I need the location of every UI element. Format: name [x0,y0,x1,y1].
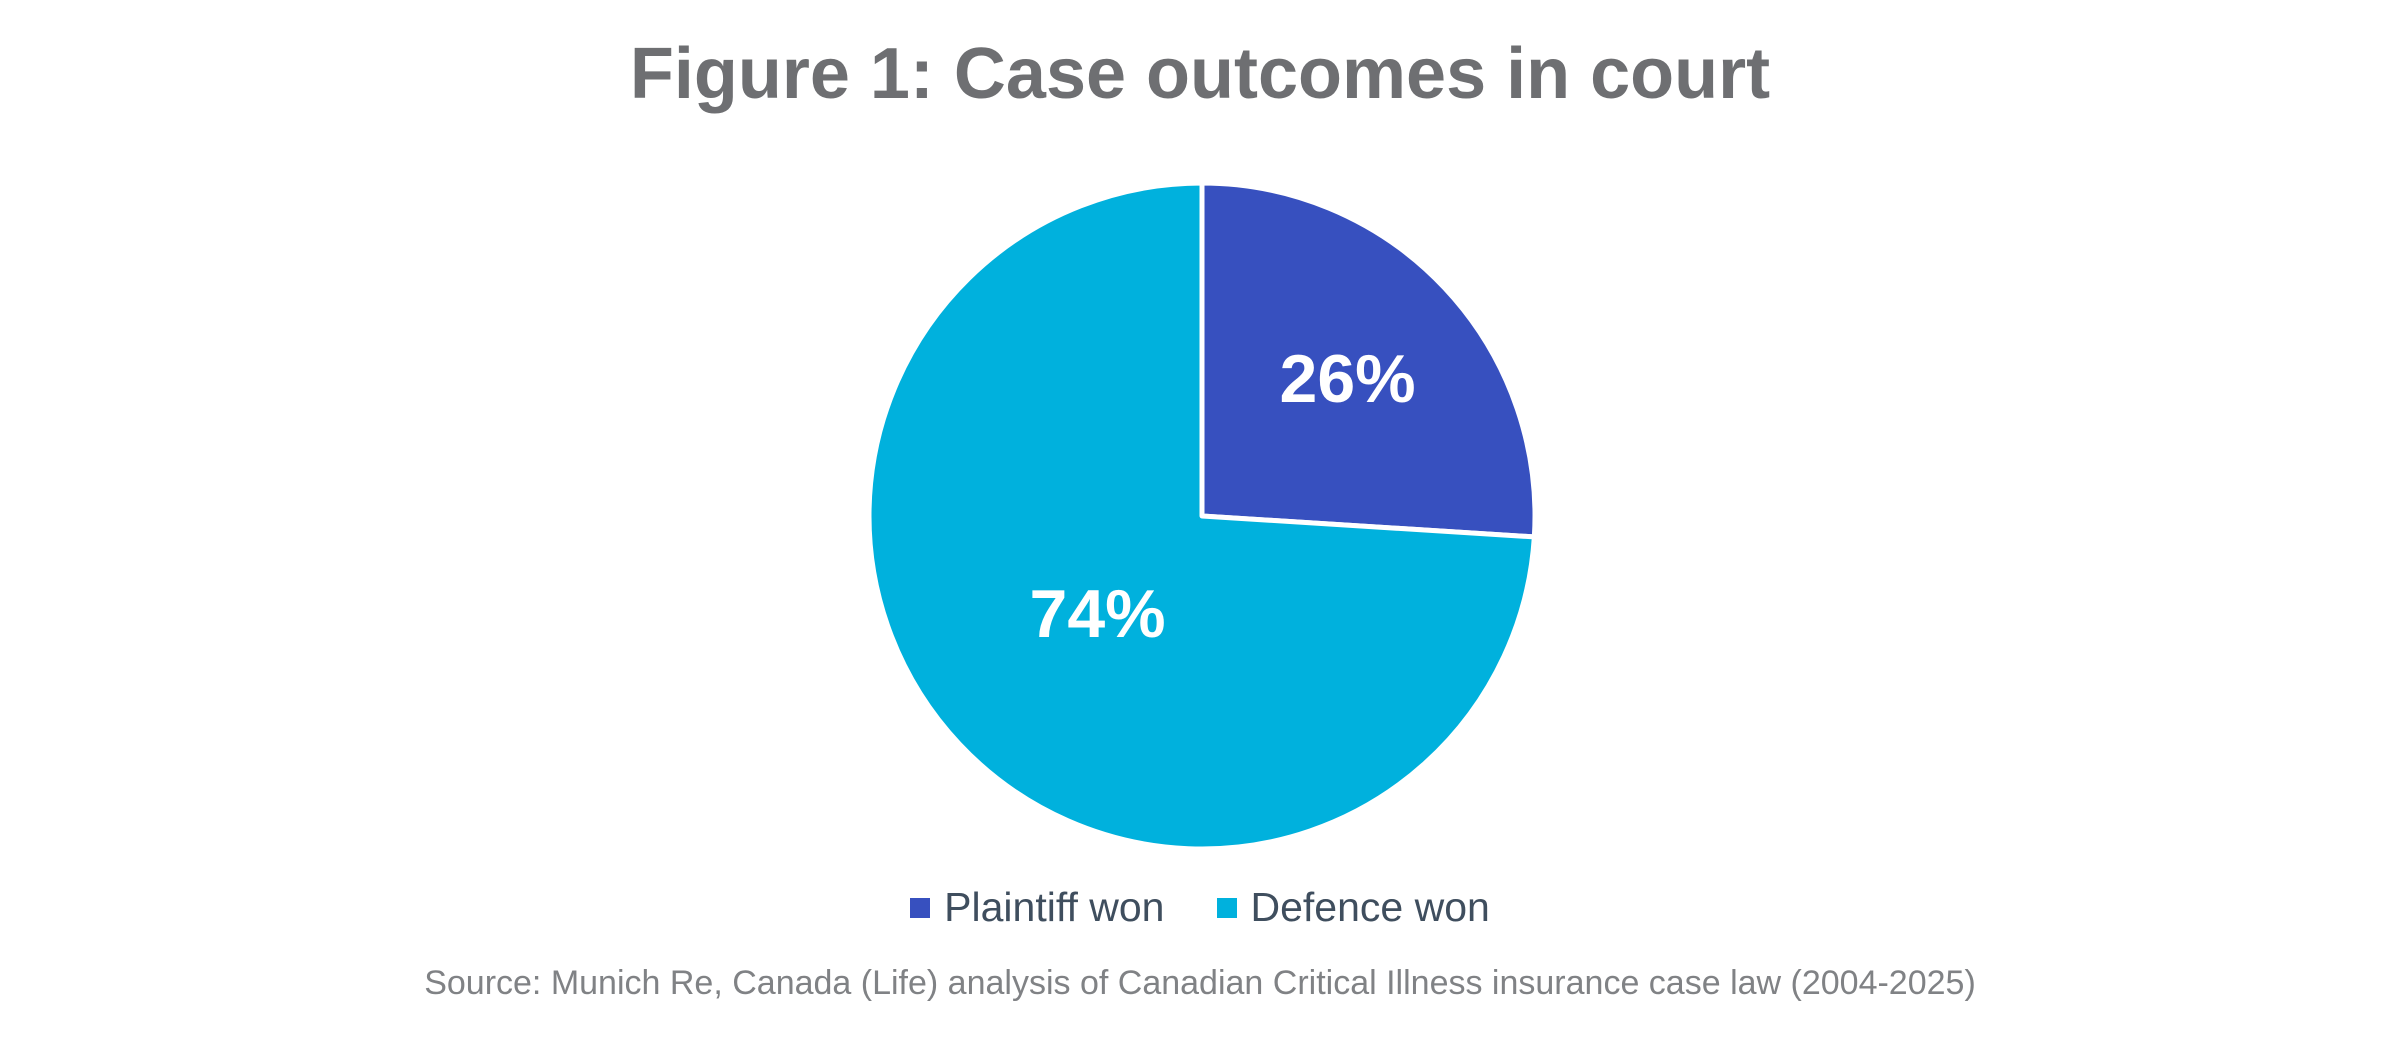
legend-label-plaintiff-won: Plaintiff won [944,884,1165,930]
pie-chart-svg: 26% 74% [866,180,1538,852]
slice-label-defence-won: 74% [1030,576,1166,652]
legend-marker-defence-won [1216,897,1237,918]
legend-marker-plaintiff-won [910,897,931,918]
source-note: Source: Munich Re, Canada (Life) analysi… [424,964,1976,1002]
pie-chart: 26% 74% [866,180,1538,852]
figure-title: Figure 1: Case outcomes in court [629,34,1771,114]
pie-slice-plaintiff-won [1199,180,1538,540]
pie-slice-defence-won [866,180,1537,852]
legend-item-plaintiff-won: Plaintiff won [910,884,1165,931]
slice-label-plaintiff-won: 26% [1280,341,1416,417]
legend-item-defence-won: Defence won [1216,884,1490,931]
legend-label-defence-won: Defence won [1250,884,1490,930]
legend: Plaintiff won Defence won [0,884,2400,931]
